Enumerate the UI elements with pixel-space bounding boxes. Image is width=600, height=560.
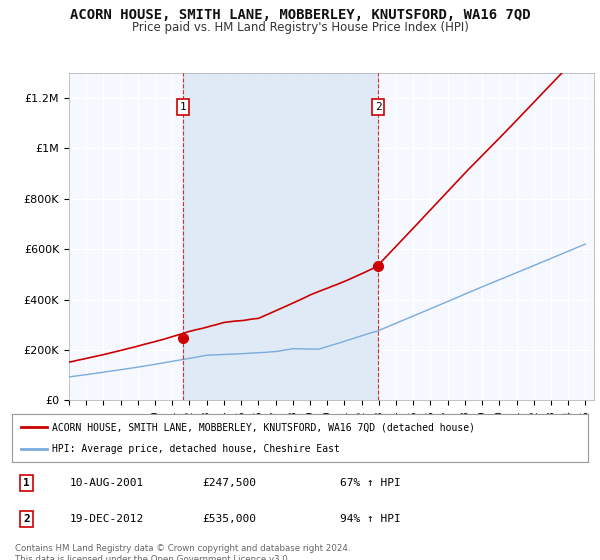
Text: 1: 1: [23, 478, 30, 488]
Text: ACORN HOUSE, SMITH LANE, MOBBERLEY, KNUTSFORD, WA16 7QD: ACORN HOUSE, SMITH LANE, MOBBERLEY, KNUT…: [70, 8, 530, 22]
Text: 67% ↑ HPI: 67% ↑ HPI: [340, 478, 401, 488]
Text: 10-AUG-2001: 10-AUG-2001: [70, 478, 144, 488]
Text: 2: 2: [23, 514, 30, 524]
Text: HPI: Average price, detached house, Cheshire East: HPI: Average price, detached house, Ches…: [52, 444, 340, 454]
Text: ACORN HOUSE, SMITH LANE, MOBBERLEY, KNUTSFORD, WA16 7QD (detached house): ACORN HOUSE, SMITH LANE, MOBBERLEY, KNUT…: [52, 422, 475, 432]
Text: £247,500: £247,500: [202, 478, 256, 488]
Text: 2: 2: [375, 102, 382, 112]
Text: Contains HM Land Registry data © Crown copyright and database right 2024.
This d: Contains HM Land Registry data © Crown c…: [15, 544, 350, 560]
Text: 19-DEC-2012: 19-DEC-2012: [70, 514, 144, 524]
Text: 94% ↑ HPI: 94% ↑ HPI: [340, 514, 401, 524]
Text: £535,000: £535,000: [202, 514, 256, 524]
Text: Price paid vs. HM Land Registry's House Price Index (HPI): Price paid vs. HM Land Registry's House …: [131, 21, 469, 34]
Bar: [183, 73, 378, 400]
Text: 1: 1: [179, 102, 186, 112]
